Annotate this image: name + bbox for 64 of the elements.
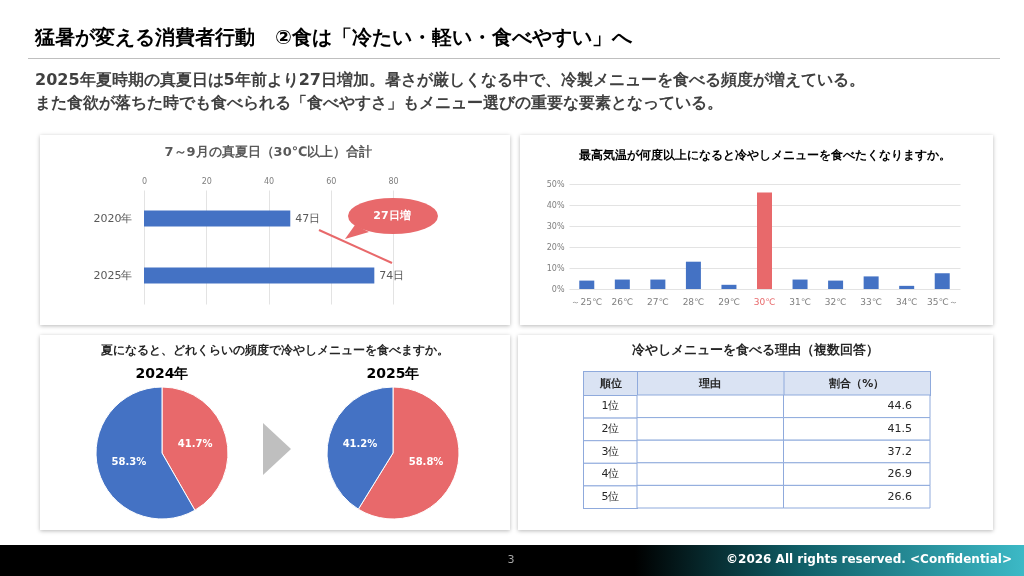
data-label: 58.3% (111, 455, 147, 467)
data-label: 41.7% (177, 438, 213, 450)
y-tick-label: 1位 (601, 399, 620, 413)
x-tick-label: 29℃ (718, 296, 740, 307)
x-tick-label: 33℃ (860, 296, 882, 307)
x-tick-label: 理由 (698, 376, 722, 390)
x-tick-label: ～25℃ (571, 296, 603, 307)
annotation: 27日増 (372, 208, 412, 223)
chart-title: 2025年 (366, 365, 420, 381)
y-tick-label: 10% (546, 263, 565, 273)
text: 2025年夏時期の真夏日は5年前より27日増加。暑さが厳しくなる中で、冷製メニューを食べる頻度が増えている。また食欲が落ちた時でも食べられる「食べやすさ」もメニュー選びの重要な要素となっている。 (35, 69, 866, 114)
x-tick-label: 32℃ (824, 296, 847, 307)
text: 夏になると、どれくらいの頻度で冷やしメニューを食べますか。 (100, 342, 450, 359)
bar (792, 279, 808, 289)
x-tick-label: 28℃ (682, 296, 705, 307)
text: ©2026 All rights reserved. <Confidential> (726, 552, 1012, 566)
bar (899, 285, 915, 289)
bar (721, 284, 737, 289)
x-tick-label: 20 (201, 176, 212, 186)
data-label: 37.2 (887, 444, 912, 458)
y-tick-label: 30% (546, 221, 565, 231)
text: 3 (506, 553, 516, 566)
x-tick-label: 割合（%） (828, 376, 885, 390)
bar (650, 279, 666, 289)
x-tick-label: 31℃ (789, 296, 811, 307)
x-tick-label: 60 (326, 176, 337, 186)
x-tick-label: 27℃ (647, 296, 669, 307)
data-label: 58.8% (408, 456, 444, 468)
bar (828, 280, 844, 289)
x-tick-label: 34℃ (895, 296, 918, 307)
chart-title: 2024年 (135, 365, 189, 381)
x-tick-label: 0 (141, 176, 148, 186)
y-tick-label: 5位 (601, 489, 620, 503)
x-tick-label: 40 (263, 176, 275, 186)
x-tick-label: 80 (388, 176, 399, 186)
x-tick-label: 35℃～ (926, 296, 958, 307)
y-tick-label: 2020年 (93, 211, 133, 225)
data-label: 26.6 (887, 489, 912, 503)
y-tick-label: 50% (546, 179, 565, 189)
chart-title: 冷やしメニューを食べる理由（複数回答） (631, 341, 880, 359)
bar (579, 280, 595, 289)
y-tick-label: 0% (551, 284, 565, 294)
chart-title: 7～9月の真夏日（30℃以上）合計 (164, 144, 373, 159)
y-tick-label: 2位 (601, 421, 620, 435)
data-label: 26.9 (887, 467, 912, 481)
bar (685, 261, 701, 289)
chart-title: 最高気温が何度以上になると冷やしメニューを食べたくなりますか。 (577, 148, 951, 162)
data-label: 44.6 (887, 399, 912, 413)
data-label: 41.5 (887, 421, 912, 435)
bar (863, 276, 879, 289)
y-tick-label: 4位 (601, 467, 620, 481)
y-tick-label: 40% (546, 200, 565, 210)
data-label: 41.2% (342, 437, 378, 449)
data-label: 74日 (379, 268, 405, 282)
bar (934, 273, 950, 289)
bar (757, 192, 772, 289)
y-tick-label: 20% (546, 242, 565, 252)
bar (614, 279, 630, 289)
data-label: 47日 (295, 211, 321, 225)
x-tick-label: 26℃ (611, 296, 634, 307)
x-tick-label: 30℃ (753, 296, 776, 307)
y-axis-title: 順位 (598, 376, 622, 390)
text: 猛暑が変える消費者行動 ②食は「冷たい・軽い・食べやすい」へ (35, 24, 632, 51)
y-tick-label: 3位 (601, 444, 620, 458)
